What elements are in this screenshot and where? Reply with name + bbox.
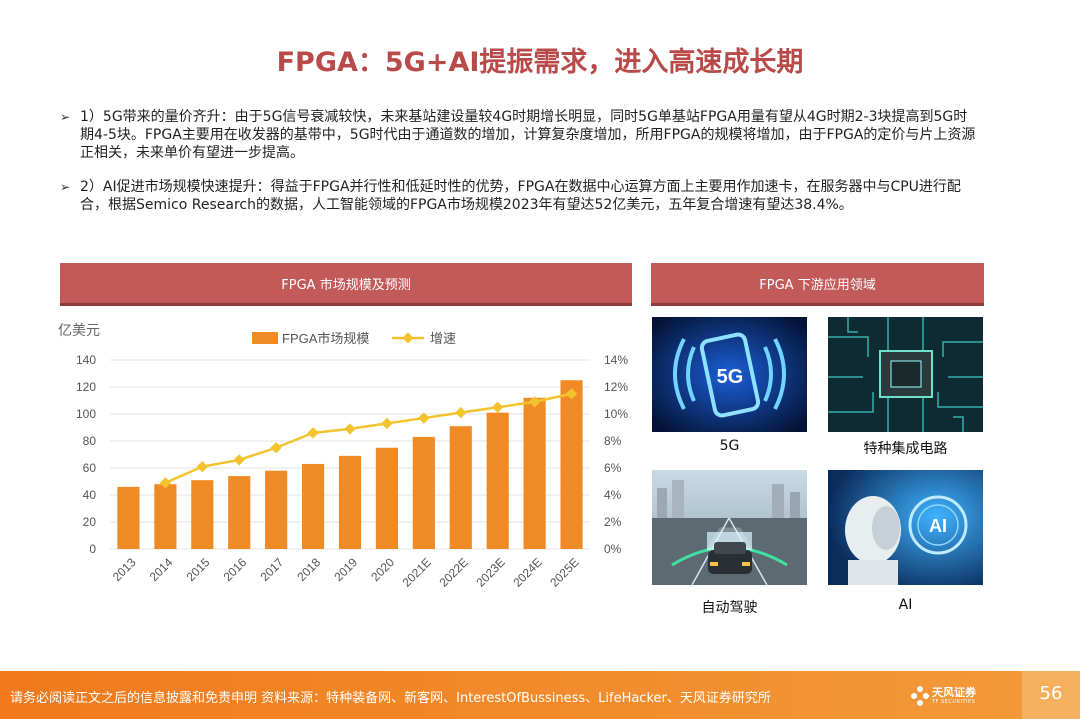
x-tick-label: 2016 [221,555,250,584]
y2-tick-label: 4% [604,488,622,502]
tile-caption: AI [898,597,913,613]
bar [412,436,435,549]
line-point [528,396,541,408]
tile-ai-image: AI [828,470,983,585]
bar [449,426,472,549]
x-tick-label: 2024E [510,555,544,589]
bar [338,455,362,549]
legend-swatch-marker [402,332,414,344]
logo-subtext: TF SECURITIES [932,699,976,705]
x-tick-label: 2018 [294,555,323,584]
bar [265,470,288,549]
line-point [455,406,467,419]
y2-tick-label: 14% [604,353,628,367]
x-tick-label: 2013 [110,555,139,584]
legend-label: 增速 [430,331,456,346]
y2-tick-label: 12% [604,380,628,394]
tile-car-image [652,470,807,585]
y2-tick-label: 8% [604,434,622,448]
y-tick-label: 60 [83,461,97,475]
arrow-bullet-icon: ➢ [60,110,71,124]
phone-5g-icon: 5G [652,317,807,432]
applications-panel-header: FPGA 下游应用领域 [651,263,984,306]
x-tick-label: 2022E [436,555,470,589]
legend-swatch-bar [252,332,278,344]
x-tick-label: 2015 [184,555,213,584]
arrow-bullet-icon: ➢ [60,180,71,194]
page-number-box: 56 [1022,671,1080,719]
y2-tick-label: 6% [604,461,622,475]
tile-caption: 5G [719,438,740,454]
line-point [233,454,245,466]
footer-disclaimer: 请务必阅读正文之后的信息披露和免责申明 资料来源：特种装备网、新客网、Inter… [10,691,771,706]
line-point [492,401,504,413]
bar [191,480,214,549]
bar [375,447,398,549]
logo-text: 天风证券 [932,686,976,699]
growth-line [164,392,572,484]
y-tick-label: 120 [76,380,96,394]
x-tick-label: 2014 [147,555,176,584]
page-number: 56 [1039,683,1063,704]
y-tick-label: 40 [83,488,97,502]
footer-bar: 请务必阅读正文之后的信息披露和免责申明 资料来源：特种装备网、新客网、Inter… [0,671,1080,719]
bullet-item: ➢ 2）AI促进市场规模快速提升：得益于FPGA并行性和低延时性的优势，FPGA… [60,178,980,214]
line-point [381,417,393,430]
bar [486,412,509,549]
line-point [196,460,208,473]
car-icon [652,470,807,585]
bar [154,484,177,549]
panel-title: FPGA 市场规模及预测 [281,277,411,293]
panel-title: FPGA 下游应用领域 [759,277,876,293]
market-size-panel-header: FPGA 市场规模及预测 [60,263,632,306]
x-tick-label: 2021E [400,555,434,589]
line-point [344,423,356,435]
y2-tick-label: 2% [604,515,622,529]
bar [302,463,325,549]
y2-tick-label: 0% [604,542,622,556]
svg-text:5G: 5G [717,366,744,388]
y-tick-label: 80 [83,434,97,448]
line-point [270,442,282,454]
y-axis-label: 亿美元 [58,322,100,338]
y2-tick-label: 10% [604,407,628,421]
market-size-chart: 亿美元 0 20 40 60 80 100 120 140 0% 2% 4% 6% 8% 10% 12% 14%… [58,322,628,590]
x-tick-label: 2020 [368,555,397,584]
tile-5g-image: 5G [652,317,807,432]
y-tick-label: 140 [76,353,96,367]
x-tick-label: 2017 [257,555,286,584]
y-tick-label: 100 [76,407,96,421]
bar [523,397,546,549]
page-title: FPGA：5G+AI提振需求，进入高速成长期 [276,47,804,78]
tile-chip-image [828,317,983,432]
bar [117,486,140,549]
robot-ai-icon: AI [828,470,983,585]
bar [560,380,583,549]
chip-icon [828,317,983,432]
line-point [307,427,319,439]
legend-label: FPGA市场规模 [282,331,369,346]
y-tick-label: 0 [89,542,96,556]
line-point [418,412,430,424]
svg-text:AI: AI [929,516,947,536]
x-tick-label: 2025E [547,555,581,589]
bar [228,476,251,549]
tf-securities-logo: 天风证券 TF SECURITIES [910,679,980,711]
y-tick-label: 20 [83,515,97,529]
logo-mark-icon [911,686,929,706]
bullet-list: ➢ 1）5G带来的量价齐升：由于5G信号衰减较快，未来基站建设量较4G时期增长明… [60,108,980,230]
x-tick-label: 2023E [473,555,507,589]
bullet-text: 1）5G带来的量价齐升：由于5G信号衰减较快，未来基站建设量较4G时期增长明显，… [80,109,976,161]
bullet-text: 2）AI促进市场规模快速提升：得益于FPGA并行性和低延时性的优势，FPGA在数… [80,179,961,213]
tile-caption: 特种集成电路 [863,441,948,457]
bullet-item: ➢ 1）5G带来的量价齐升：由于5G信号衰减较快，未来基站建设量较4G时期增长明… [60,108,980,162]
x-tick-label: 2019 [331,555,360,584]
tile-caption: 自动驾驶 [701,600,758,616]
